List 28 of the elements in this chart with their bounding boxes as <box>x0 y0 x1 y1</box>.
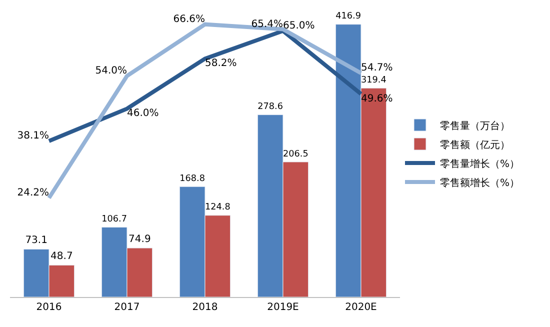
data-label: 54.0% <box>95 65 127 76</box>
x-tick-label: 2018 <box>192 302 218 313</box>
data-label: 66.6% <box>173 14 205 25</box>
data-label: 46.0% <box>127 108 159 120</box>
x-tick-label: 2020E <box>345 302 377 313</box>
data-label: 106.7 <box>102 214 127 225</box>
data-label: 74.9 <box>128 234 151 246</box>
data-label: 206.5 <box>283 149 308 160</box>
data-label: 38.1% <box>17 130 49 142</box>
data-label: 73.1 <box>25 235 48 246</box>
data-label: 24.2% <box>17 187 49 198</box>
data-label: 65.4% <box>251 18 283 30</box>
x-tick-label: 2016 <box>36 302 62 313</box>
legend-label: 零售量（万台） <box>440 120 510 132</box>
data-label: 58.2% <box>205 58 237 70</box>
x-tick-label: 2017 <box>114 302 140 313</box>
data-label: 124.8 <box>205 202 231 213</box>
legend-label: 零售量增长（%） <box>440 158 520 170</box>
data-label: 168.8 <box>180 174 206 184</box>
legend-label: 零售额（亿元） <box>440 138 510 151</box>
legend-label: 零售额增长（%） <box>440 176 520 189</box>
data-label: 416.9 <box>336 12 361 22</box>
data-label: 48.7 <box>50 251 73 262</box>
data-label: 65.0% <box>283 20 315 32</box>
data-label: 278.6 <box>258 102 284 112</box>
x-tick-label: 2019E <box>267 302 299 313</box>
data-label: 319.4 <box>361 75 387 86</box>
data-label: 54.7% <box>361 62 393 74</box>
